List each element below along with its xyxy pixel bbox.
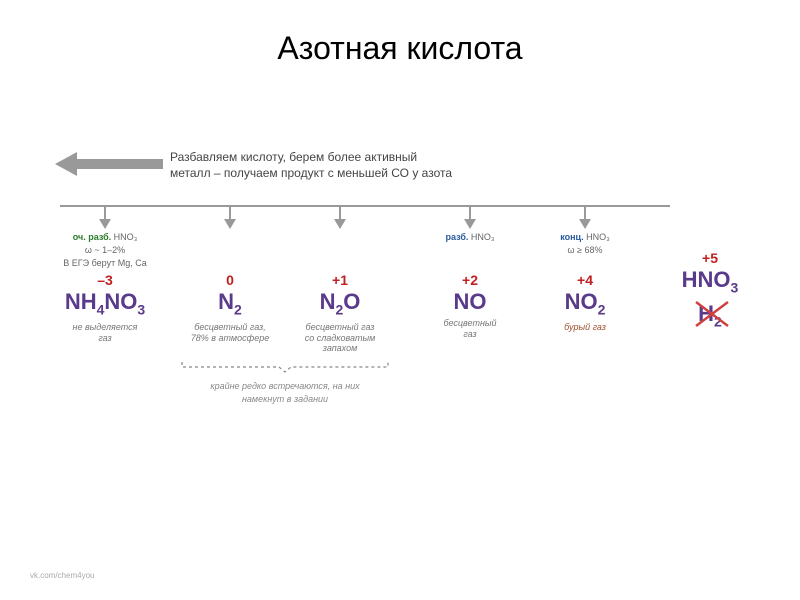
concentration-detail: ω ~ 1–2%: [40, 245, 170, 256]
oxidation-state: 0: [180, 272, 280, 288]
product-column: конц. HNO₃ ω ≥ 68% +4 NO2 бурый газ: [530, 210, 640, 333]
product-formula: N2O: [280, 290, 400, 318]
product-formula: N2: [180, 290, 280, 318]
product-formula: HNO3: [660, 268, 760, 296]
oxidation-state: +1: [280, 272, 400, 288]
caption-line-2: металл – получаем продукт с меньшей СО у…: [170, 166, 452, 182]
concentration-label: конц. HNO₃: [530, 232, 640, 243]
column-concentration-labels: [660, 210, 760, 250]
brace-icon: [180, 360, 390, 374]
column-concentration-labels: оч. разб. HNO₃ ω ~ 1–2% В ЕГЭ берут Mg, Ca: [40, 232, 170, 272]
h2-not-released: H2: [698, 302, 722, 330]
product-description: бесцветный газ,78% в атмосфере: [180, 322, 280, 344]
product-description: бурый газ: [530, 322, 640, 333]
drop-arrow-icon: [332, 205, 348, 229]
concentration-label: оч. разб. HNO₃: [40, 232, 170, 243]
product-description: бесцветный газсо сладковатымзапахом: [280, 322, 400, 354]
column-concentration-labels: [180, 232, 280, 272]
brace-note-1: крайне редко встречаются, на них: [180, 381, 390, 392]
drop-arrow-icon: [97, 205, 113, 229]
product-formula: NH4NO3: [40, 290, 170, 318]
dilution-caption: Разбавляем кислоту, берем более активный…: [170, 150, 452, 181]
oxidation-state: +4: [530, 272, 640, 288]
dilution-arrow-icon: [55, 150, 165, 178]
oxidation-state: +5: [660, 250, 760, 266]
brace-note-2: намекнут в задании: [180, 394, 390, 405]
drop-arrow-icon: [577, 205, 593, 229]
footer-watermark: vk.com/chem4you: [30, 571, 94, 580]
column-concentration-labels: [280, 232, 400, 272]
product-description: не выделяетсягаз: [40, 322, 170, 344]
concentration-detail: В ЕГЭ берут Mg, Ca: [40, 258, 170, 269]
oxidation-state: –3: [40, 272, 170, 288]
concentration-label: разб. HNO₃: [420, 232, 520, 243]
column-concentration-labels: конц. HNO₃ ω ≥ 68%: [530, 232, 640, 272]
product-formula: NO: [420, 290, 520, 314]
product-column: 0 N2 бесцветный газ,78% в атмосфере: [180, 210, 280, 343]
column-concentration-labels: разб. HNO₃: [420, 232, 520, 272]
page-title: Азотная кислота: [0, 0, 800, 67]
concentration-detail: ω ≥ 68%: [530, 245, 640, 256]
product-column: оч. разб. HNO₃ ω ~ 1–2% В ЕГЭ берут Mg, Ca…: [40, 210, 170, 343]
drop-arrow-icon: [222, 205, 238, 229]
product-description: бесцветныйгаз: [420, 318, 520, 340]
product-column: разб. HNO₃ +2 NO бесцветныйгаз: [420, 210, 520, 340]
caption-line-1: Разбавляем кислоту, берем более активный: [170, 150, 452, 166]
drop-arrow-icon: [462, 205, 478, 229]
oxidation-state: +2: [420, 272, 520, 288]
product-formula: NO2: [530, 290, 640, 318]
product-column: +5 HNO3 H2: [660, 210, 760, 330]
product-column: +1 N2O бесцветный газсо сладковатымзапахом: [280, 210, 400, 354]
rare-products-brace: крайне редко встречаются, на них намекну…: [180, 360, 390, 405]
